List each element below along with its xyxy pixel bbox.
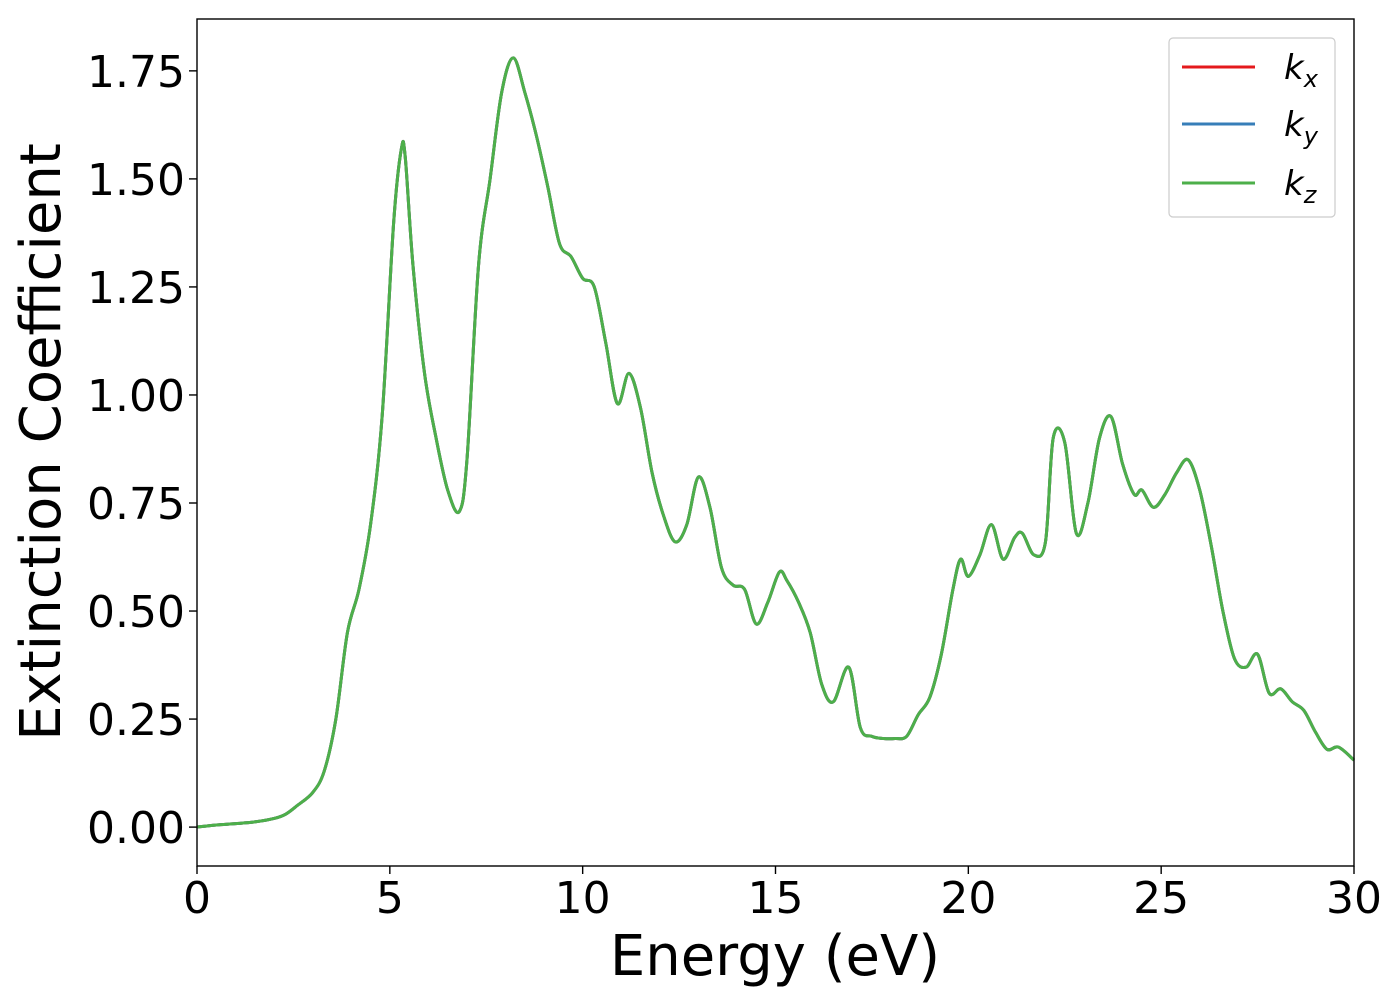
x-tick-label: 20 bbox=[940, 873, 996, 924]
legend-label-kx: kx bbox=[1284, 48, 1319, 93]
legend: kx ky kz bbox=[1168, 37, 1336, 218]
y-tick-label: 1.00 bbox=[87, 371, 185, 422]
series-layer bbox=[196, 56, 1356, 829]
x-tick-label: 30 bbox=[1326, 873, 1382, 924]
legend-label-kz: kz bbox=[1284, 164, 1318, 209]
y-tick-label: 1.25 bbox=[87, 263, 185, 314]
x-axis-title: Energy (eV) bbox=[610, 924, 940, 989]
x-axis-ticks: 0 5 10 15 20 25 30 bbox=[183, 866, 1382, 924]
y-tick-label: 0.25 bbox=[87, 695, 185, 746]
y-axis-title: Extinction Coefficient bbox=[9, 143, 74, 741]
y-tick-label: 1.75 bbox=[87, 47, 185, 98]
x-tick-label: 0 bbox=[183, 873, 211, 924]
y-tick-label: 0.00 bbox=[87, 803, 185, 854]
x-tick-label: 15 bbox=[748, 873, 804, 924]
x-tick-label: 5 bbox=[376, 873, 404, 924]
series-line-kz bbox=[196, 56, 1356, 829]
legend-box bbox=[1168, 37, 1336, 218]
y-tick-label: 0.75 bbox=[87, 479, 185, 530]
y-tick-label: 0.50 bbox=[87, 587, 185, 638]
y-axis-ticks: 0.00 0.25 0.50 0.75 1.00 1.25 1.50 1.75 bbox=[87, 47, 197, 854]
x-tick-label: 25 bbox=[1133, 873, 1189, 924]
x-tick-label: 10 bbox=[555, 873, 611, 924]
y-tick-label: 1.50 bbox=[87, 155, 185, 206]
legend-label-ky: ky bbox=[1284, 105, 1319, 150]
